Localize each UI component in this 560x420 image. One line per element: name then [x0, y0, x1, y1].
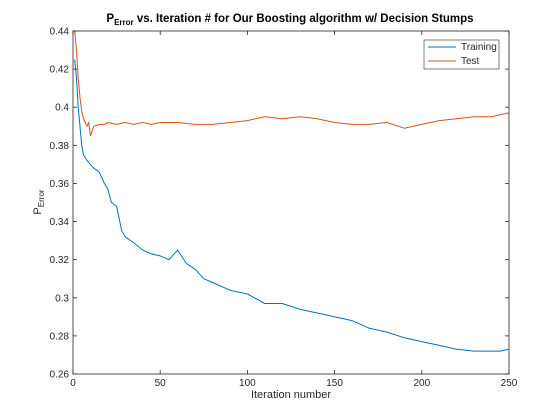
- x-axis-label: Iteration number: [251, 389, 331, 401]
- chart-title: PError vs. Iteration # for Our Boosting …: [106, 13, 473, 27]
- series-layer: [74, 30, 510, 352]
- y-tick-label: 0.34: [50, 217, 70, 228]
- x-tick-label: 150: [326, 378, 343, 389]
- series-line-training: [74, 59, 510, 352]
- series-line-test: [74, 30, 510, 137]
- y-tick-label: 0.36: [50, 179, 70, 190]
- y-axis-label: PError: [32, 189, 46, 214]
- y-tick-label: 0.44: [50, 27, 70, 38]
- x-axis: 0 50 100 150 200 250: [70, 31, 518, 389]
- y-tick-label: 0.26: [50, 370, 70, 381]
- legend: Training Test: [423, 39, 500, 70]
- y-tick-label: 0.38: [50, 141, 70, 152]
- x-tick-label: 100: [239, 378, 256, 389]
- plot-frame: [72, 30, 510, 375]
- y-tick-label: 0.28: [50, 331, 70, 342]
- x-tick-label: 50: [155, 378, 167, 389]
- plot-area: [73, 31, 509, 374]
- y-tick-label: 0.42: [50, 65, 70, 76]
- y-tick-label: 0.3: [55, 293, 69, 304]
- y-tick-label: 0.4: [55, 103, 69, 114]
- legend-box: [423, 39, 500, 70]
- legend-label-training: Training: [461, 42, 497, 53]
- y-tick-label: 0.32: [50, 255, 70, 266]
- x-tick-label: 250: [501, 378, 518, 389]
- x-tick-label: 200: [413, 378, 430, 389]
- legend-label-test: Test: [461, 56, 480, 67]
- y-axis: 0.26 0.28 0.3 0.32 0.34 0.36 0.38 0.4 0.42 0.44: [50, 27, 509, 381]
- x-tick-label: 0: [70, 378, 76, 389]
